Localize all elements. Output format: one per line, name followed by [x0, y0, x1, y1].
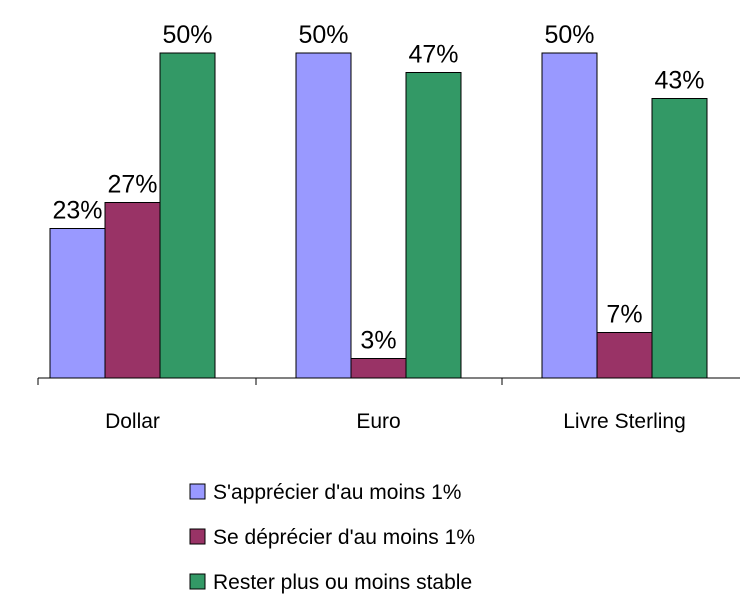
data-label: 23%	[52, 197, 102, 225]
bar	[596, 332, 653, 379]
bar	[295, 52, 352, 379]
x-tick-label: Livre Sterling	[563, 410, 686, 433]
bar	[541, 52, 598, 379]
data-label: 50%	[298, 21, 348, 49]
legend-label: Se déprécier d'au moins 1%	[213, 526, 475, 549]
legend-swatch	[189, 528, 206, 545]
bar	[104, 202, 161, 379]
x-tick-label: Dollar	[105, 410, 160, 433]
data-label: 3%	[360, 327, 396, 355]
x-tick-label: Euro	[356, 410, 400, 433]
bar	[159, 52, 216, 379]
data-label: 50%	[544, 21, 594, 49]
legend-swatch	[189, 573, 206, 590]
legend-swatch	[189, 483, 206, 500]
legend-label: S'apprécier d'au moins 1%	[213, 481, 461, 504]
data-label: 43%	[654, 67, 704, 95]
data-label: 50%	[162, 21, 212, 49]
bar	[405, 72, 462, 379]
bar	[49, 228, 106, 379]
bar	[651, 98, 708, 379]
data-label: 27%	[107, 171, 157, 199]
data-label: 7%	[606, 301, 642, 329]
legend-label: Rester plus ou moins stable	[213, 571, 472, 594]
data-label: 47%	[408, 41, 458, 69]
bar	[350, 358, 407, 379]
